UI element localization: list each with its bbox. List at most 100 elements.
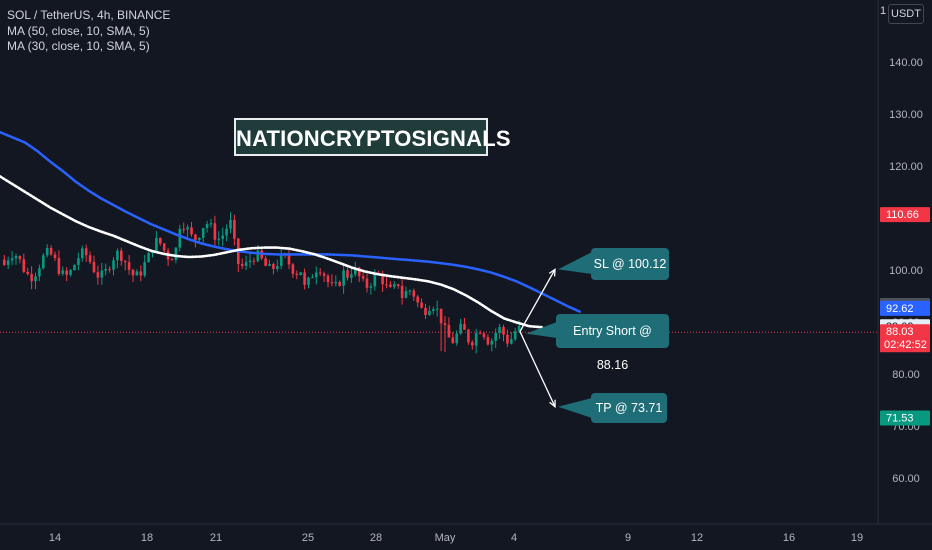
candle-body bbox=[108, 268, 111, 270]
candle-body bbox=[248, 260, 252, 262]
candle-body bbox=[451, 337, 455, 344]
price-label-value: 110.66 bbox=[886, 209, 919, 221]
price-tick-label: 100.00 bbox=[889, 265, 923, 277]
candle-body bbox=[381, 274, 384, 285]
price-tick-label: 130.00 bbox=[889, 109, 923, 121]
candle-body bbox=[502, 326, 505, 335]
time-tick-label: 19 bbox=[851, 532, 863, 544]
candle-body bbox=[53, 254, 57, 259]
legend-ma50[interactable]: MA (50, close, 10, SMA, 5) bbox=[7, 23, 150, 38]
candle-body bbox=[318, 272, 322, 274]
time-tick-label: 4 bbox=[511, 532, 517, 544]
ma30-line bbox=[0, 175, 544, 329]
trade-arrows bbox=[519, 252, 592, 418]
candle-body bbox=[467, 329, 470, 343]
candle-body bbox=[330, 282, 334, 284]
candle-body bbox=[506, 334, 509, 344]
candle-body bbox=[326, 275, 330, 283]
candle-body bbox=[279, 254, 283, 266]
candle-body bbox=[439, 308, 443, 324]
candle-body bbox=[443, 323, 447, 326]
candle-body bbox=[338, 282, 341, 286]
candle-body bbox=[287, 255, 291, 265]
candle-body bbox=[307, 277, 310, 285]
candle-body bbox=[389, 284, 392, 287]
candle-body bbox=[116, 250, 119, 261]
candle-body bbox=[49, 247, 53, 255]
scale-mode-label: 1 bbox=[880, 5, 887, 17]
candle-body bbox=[42, 255, 45, 269]
candles bbox=[3, 212, 521, 354]
candle-body bbox=[385, 284, 388, 286]
candle-body bbox=[100, 270, 104, 278]
candle-body bbox=[147, 253, 150, 263]
candle-body bbox=[408, 290, 412, 292]
candle-body bbox=[194, 234, 197, 241]
candle-body bbox=[84, 248, 88, 256]
time-tick-label: 25 bbox=[302, 532, 314, 544]
candle-body bbox=[190, 227, 193, 235]
take-profit-label: TP @ 73.71 bbox=[595, 401, 663, 415]
time-tick-label: 12 bbox=[691, 532, 703, 544]
candle-body bbox=[354, 267, 357, 275]
time-tick-label: 18 bbox=[141, 532, 153, 544]
price-label-tag bbox=[880, 300, 930, 316]
entry-callout: Entry Short @ 88.16 bbox=[556, 314, 669, 372]
time-tick-label: May bbox=[435, 532, 456, 544]
time-tick-label: 21 bbox=[210, 532, 222, 544]
candle-body bbox=[256, 250, 260, 262]
candle-body bbox=[34, 276, 37, 282]
moving-averages bbox=[0, 130, 581, 329]
candle-body bbox=[342, 270, 345, 286]
price-label-countdown: 02:42:52 bbox=[884, 339, 927, 351]
price-label-value: 71.53 bbox=[886, 413, 914, 425]
candle-body bbox=[322, 273, 326, 276]
candle-body bbox=[73, 264, 76, 271]
candle-body bbox=[151, 251, 154, 254]
candle-body bbox=[416, 296, 419, 303]
time-axis: 14 18 21 25 28 May 4 9 12 16 19 bbox=[0, 523, 932, 544]
stop-loss-callout: SL @ 100.12 bbox=[591, 248, 669, 280]
candle-body bbox=[229, 219, 232, 229]
candle-body bbox=[10, 258, 14, 261]
candle-body bbox=[178, 228, 182, 248]
candle-body bbox=[22, 259, 26, 272]
legend-title: SOL / TetherUS, 4h, BINANCE bbox=[7, 8, 171, 22]
candle-body bbox=[127, 262, 131, 270]
candle-body bbox=[233, 219, 236, 239]
candle-body bbox=[373, 273, 377, 287]
candle-body bbox=[369, 286, 373, 288]
candle-body bbox=[432, 309, 435, 311]
price-label-tag bbox=[880, 207, 930, 223]
candle-body bbox=[494, 332, 497, 341]
take-profit-arrow bbox=[519, 331, 556, 407]
take-profit-callout-pointer bbox=[558, 398, 592, 418]
currency-selector[interactable]: USDT bbox=[888, 4, 924, 24]
candle-body bbox=[143, 262, 146, 276]
candle-body bbox=[38, 268, 41, 277]
candle-body bbox=[365, 278, 369, 288]
candle-body bbox=[478, 333, 482, 335]
candle-body bbox=[447, 325, 451, 338]
brand-watermark: NATIONCRYPTOSIGNALS bbox=[234, 118, 511, 156]
candle-body bbox=[139, 271, 143, 276]
legend-ma30[interactable]: MA (30, close, 10, SMA, 5) bbox=[7, 39, 150, 53]
candle-body bbox=[510, 339, 513, 344]
candle-body bbox=[299, 272, 302, 275]
take-profit-callout: TP @ 73.71 bbox=[591, 393, 667, 423]
candle-body bbox=[463, 323, 466, 330]
candle-body bbox=[65, 270, 68, 275]
price-tick-label: 80.00 bbox=[892, 369, 920, 381]
time-tick-label: 9 bbox=[625, 532, 631, 544]
candle-body bbox=[517, 326, 521, 332]
stop-loss-arrow bbox=[519, 269, 556, 332]
candle-body bbox=[396, 284, 400, 286]
candle-body bbox=[264, 258, 267, 266]
stop-loss-callout-pointer bbox=[558, 252, 592, 274]
candle-body bbox=[81, 248, 84, 259]
price-label-tag bbox=[880, 410, 930, 426]
candle-body bbox=[30, 274, 33, 282]
candle-body bbox=[221, 235, 224, 239]
candle-body bbox=[334, 282, 338, 284]
